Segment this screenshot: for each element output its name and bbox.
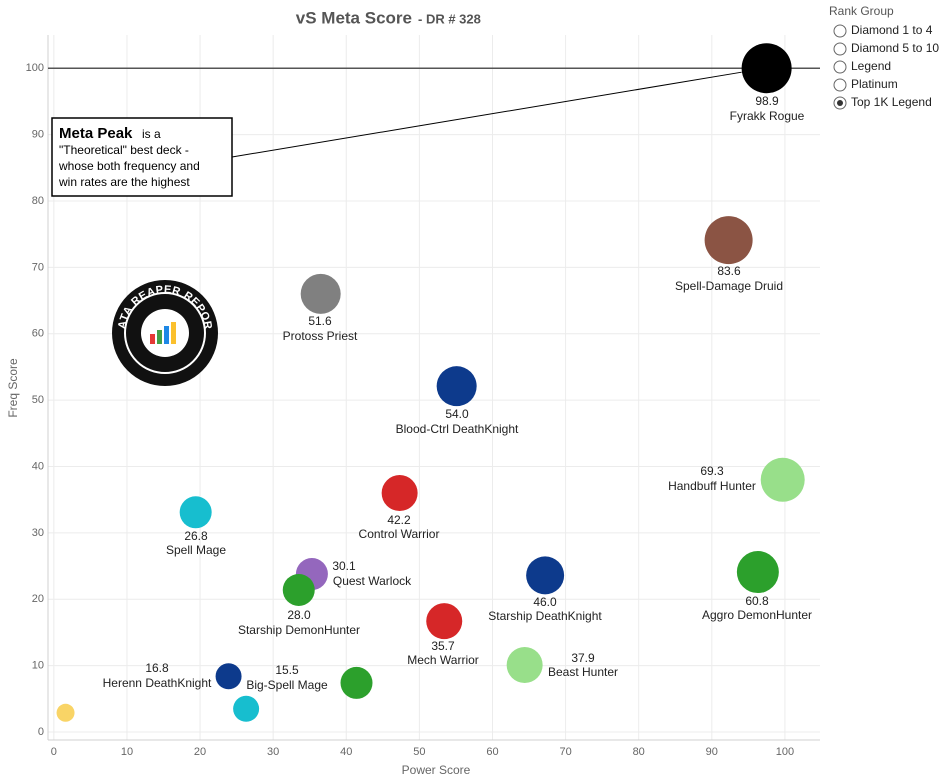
chart-subtitle: - DR # 328: [418, 11, 481, 26]
x-tick-label: 60: [486, 746, 498, 758]
y-tick-label: 40: [32, 460, 44, 472]
bubble: [215, 663, 242, 690]
logo-bar: [164, 326, 169, 344]
annotation-box: [51, 117, 233, 197]
bubble: [56, 703, 75, 722]
y-tick-label: 70: [32, 261, 44, 273]
annotation-text: whose both frequency and: [58, 159, 200, 173]
y-tick-label: 90: [32, 128, 44, 140]
radio-label[interactable]: Top 1K Legend: [851, 95, 932, 109]
radio-button[interactable]: [833, 60, 847, 74]
x-tick-label: 0: [51, 746, 57, 758]
x-tick-label: 80: [633, 746, 645, 758]
score-label: 37.9: [571, 651, 595, 665]
logo-bar: [171, 322, 176, 344]
point-label: Spell Mage: [166, 543, 226, 557]
point-label: Protoss Priest: [283, 329, 358, 343]
point-label: Herenn DeathKnight: [103, 676, 212, 690]
radio-button[interactable]: [833, 42, 847, 56]
score-label: 15.5: [275, 663, 299, 677]
point-label: Aggro DemonHunter: [702, 608, 812, 622]
annotation-connector: [231, 71, 742, 158]
score-label: 28.0: [287, 608, 311, 622]
point-label: Quest Warlock: [333, 574, 412, 588]
x-tick-label: 50: [413, 746, 425, 758]
score-label: 30.1: [332, 559, 356, 573]
radio-dot: [837, 100, 843, 106]
x-axis-label: Power Score: [402, 763, 471, 777]
y-axis-label: Freq Score: [6, 358, 20, 418]
logo-ring: [124, 292, 206, 374]
y-tick-label: 0: [38, 726, 44, 738]
score-label: 54.0: [445, 407, 469, 421]
point-label: Blood-Ctrl DeathKnight: [396, 422, 519, 436]
bubble: [282, 573, 315, 606]
x-tick-label: 20: [194, 746, 206, 758]
score-label: 42.2: [387, 513, 411, 527]
score-label: 46.0: [533, 595, 557, 609]
score-label: 16.8: [145, 661, 169, 675]
point-label: Spell-Damage Druid: [675, 279, 783, 293]
bubble: [526, 556, 565, 595]
bubble: [426, 603, 463, 640]
x-tick-label: 70: [559, 746, 571, 758]
y-tick-label: 60: [32, 328, 44, 340]
point-label: Fyrakk Rogue: [730, 109, 805, 123]
point-label: Mech Warrior: [407, 653, 479, 667]
radio-label[interactable]: Legend: [851, 59, 891, 73]
bubble: [506, 646, 543, 683]
point-label: Starship DemonHunter: [238, 623, 360, 637]
bubble: [381, 475, 418, 512]
x-tick-label: 100: [776, 746, 794, 758]
y-tick-label: 10: [32, 660, 44, 672]
score-label: 51.6: [308, 314, 332, 328]
filter-title: Rank Group: [829, 4, 894, 18]
bubble: [704, 216, 753, 265]
point-label: Control Warrior: [359, 527, 440, 541]
point-label: Starship DeathKnight: [488, 609, 602, 623]
chart-title: vS Meta Score: [296, 8, 412, 27]
y-tick-label: 50: [32, 394, 44, 406]
score-label: 26.8: [184, 529, 208, 543]
bubble: [179, 496, 212, 529]
annotation-text: win rates are the highest: [58, 175, 190, 189]
bubble: [736, 551, 779, 594]
annotation-title: Meta Peak: [59, 125, 133, 142]
score-label: 60.8: [745, 594, 769, 608]
score-label: 69.3: [700, 464, 724, 478]
radio-label[interactable]: Platinum: [851, 77, 898, 91]
bubble: [300, 273, 341, 314]
annotation-text: "Theoretical" best deck -: [59, 143, 189, 157]
logo-bar: [157, 330, 162, 344]
point-label: Big-Spell Mage: [246, 678, 328, 692]
radio-button[interactable]: [833, 78, 847, 92]
radio-label[interactable]: Diamond 1 to 4: [851, 23, 933, 37]
annotation-text: is a: [142, 127, 161, 141]
x-tick-label: 90: [706, 746, 718, 758]
y-tick-label: 30: [32, 527, 44, 539]
x-tick-label: 10: [121, 746, 133, 758]
x-tick-label: 40: [340, 746, 352, 758]
score-label: 35.7: [431, 639, 455, 653]
bubble: [340, 666, 373, 699]
bubble: [741, 43, 792, 94]
logo-bar: [150, 334, 155, 344]
y-tick-label: 100: [26, 62, 44, 74]
x-tick-label: 30: [267, 746, 279, 758]
point-label: Handbuff Hunter: [668, 479, 756, 493]
score-label: 83.6: [717, 264, 741, 278]
y-tick-label: 20: [32, 593, 44, 605]
radio-label[interactable]: Diamond 5 to 10: [851, 41, 939, 55]
score-label: 98.9: [755, 94, 779, 108]
y-tick-label: 80: [32, 195, 44, 207]
bubble: [760, 457, 805, 502]
bubble: [436, 366, 477, 407]
radio-button[interactable]: [833, 24, 847, 38]
point-label: Beast Hunter: [548, 665, 618, 679]
bubble: [233, 695, 260, 722]
